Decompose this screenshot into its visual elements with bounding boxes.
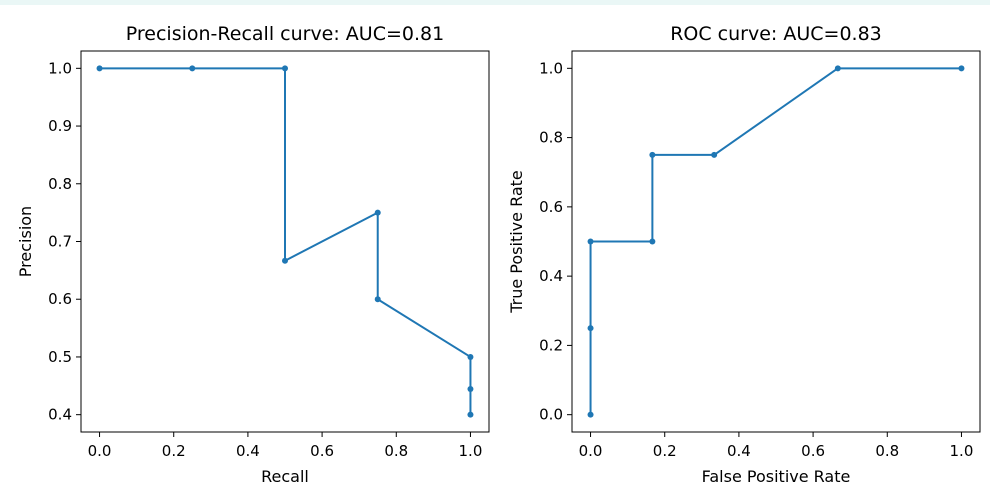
- y-tick-label: 0.9: [48, 117, 72, 135]
- data-point: [649, 238, 656, 245]
- data-point: [374, 296, 381, 303]
- data-point: [467, 411, 474, 418]
- y-tick-label: 0.2: [539, 336, 563, 354]
- data-point: [587, 411, 594, 418]
- data-point: [587, 325, 594, 332]
- data-point: [96, 65, 103, 72]
- chart-title: Precision-Recall curve: AUC=0.81: [126, 23, 444, 45]
- y-tick-label: 0.6: [48, 290, 72, 308]
- series-line: [589, 67, 962, 415]
- chart-title: ROC curve: AUC=0.83: [670, 23, 882, 45]
- data-point: [958, 65, 965, 72]
- y-tick-label: 1.0: [539, 59, 563, 77]
- y-tick-label: 1.0: [48, 59, 72, 77]
- data-point: [467, 386, 474, 393]
- data-point: [649, 151, 656, 158]
- x-tick-label: 0.8: [384, 442, 408, 460]
- x-tick-label: 1.0: [459, 442, 483, 460]
- data-point: [467, 353, 474, 360]
- x-tick-label: 0.4: [727, 442, 751, 460]
- x-tick-label: 0.6: [310, 442, 334, 460]
- plot-frame: [571, 50, 981, 433]
- data-point: [711, 151, 718, 158]
- x-tick-label: 0.8: [875, 442, 899, 460]
- data-point: [834, 65, 841, 72]
- x-tick-label: 0.0: [88, 442, 112, 460]
- x-axis-label: False Positive Rate: [702, 467, 851, 486]
- x-tick-label: 0.4: [236, 442, 260, 460]
- data-point: [282, 257, 288, 264]
- data-point: [587, 238, 594, 245]
- y-tick-label: 0.0: [539, 406, 563, 424]
- y-tick-label: 0.6: [539, 198, 563, 216]
- y-tick-label: 0.8: [48, 175, 72, 193]
- y-axis-label: Precision: [16, 206, 35, 277]
- chart-2: 0.0 0.2 0.4 0.6 0.8 1.0 0.0 0.2 0.4 0.6 0.8 1.0 ROC …: [507, 23, 981, 486]
- top-strip: [0, 0, 990, 5]
- y-tick-label: 0.5: [48, 348, 72, 366]
- data-point: [374, 209, 381, 216]
- x-tick-label: 0.0: [579, 442, 603, 460]
- y-axis-label: True Positive Rate: [507, 170, 526, 314]
- data-point: [189, 65, 196, 72]
- x-tick-label: 0.2: [653, 442, 677, 460]
- data-point: [282, 65, 288, 72]
- y-tick-label: 0.4: [539, 267, 563, 285]
- y-tick-label: 0.4: [48, 406, 72, 424]
- y-tick-label: 0.8: [539, 129, 563, 147]
- x-axis-label: Recall: [261, 467, 309, 486]
- chart-1: 0.0 0.2 0.4 0.6 0.8 1.0 0.4 0.5 0.6 0.7 0.8 0.9 1.0 P…: [16, 23, 490, 486]
- x-tick-label: 1.0: [950, 442, 974, 460]
- x-tick-label: 0.2: [162, 442, 186, 460]
- series-line: [99, 67, 472, 415]
- x-tick-label: 0.6: [801, 442, 825, 460]
- y-tick-label: 0.7: [48, 233, 72, 251]
